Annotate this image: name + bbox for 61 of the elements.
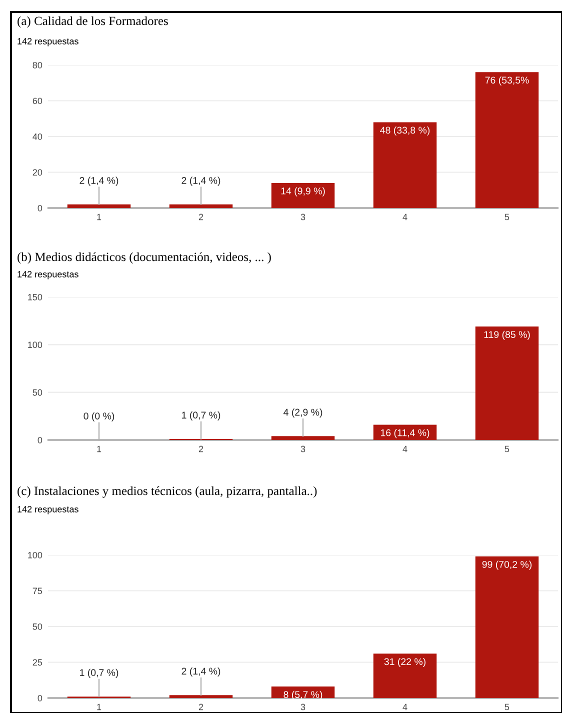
chart-title: (a) Calidad de los Formadores xyxy=(18,16,168,28)
x-tick-label: 2 xyxy=(198,704,204,710)
bar xyxy=(373,122,437,208)
x-tick-label: 2 xyxy=(198,446,204,452)
data-label: 2 (1,4 %) xyxy=(182,667,220,677)
y-tick-label: 0 xyxy=(38,694,42,702)
y-tick-label: 25 xyxy=(32,659,42,666)
y-tick-label: 40 xyxy=(32,133,42,140)
x-tick-label: 2 xyxy=(198,214,204,220)
x-tick-label: 1 xyxy=(97,446,102,452)
data-label: 119 (85 %) xyxy=(484,330,530,340)
data-label: 1 (0,7 %) xyxy=(80,668,118,678)
x-tick-label: 3 xyxy=(300,704,306,710)
y-tick-label: 60 xyxy=(32,98,42,104)
bar xyxy=(373,654,437,698)
data-label: 76 (53,5% xyxy=(485,76,529,86)
data-label: 2 (1,4 %) xyxy=(182,176,220,186)
data-label: 16 (11,4 %) xyxy=(380,429,430,438)
y-tick-label: 75 xyxy=(32,588,42,594)
bar xyxy=(271,436,335,440)
x-tick-label: 1 xyxy=(97,704,102,710)
bar xyxy=(475,72,539,208)
data-label: 31 (22 %) xyxy=(384,658,426,668)
y-tick-label: 0 xyxy=(38,436,42,444)
y-tick-label: 0 xyxy=(38,204,42,212)
bar xyxy=(373,424,437,440)
y-tick-label: 150 xyxy=(28,294,42,300)
y-tick-label: 50 xyxy=(32,623,42,630)
data-label: 2 (1,4 %) xyxy=(80,176,118,186)
bar xyxy=(67,204,131,208)
y-tick-label: 80 xyxy=(32,62,42,68)
data-label: 99 (70,2 %) xyxy=(482,560,532,570)
bar xyxy=(271,686,335,698)
x-tick-label: 5 xyxy=(504,704,510,710)
bar xyxy=(169,204,233,208)
bar xyxy=(475,556,539,698)
chart-title: (b) Medios didácticos (documentación, videos, ... ) xyxy=(18,252,271,264)
data-label: 48 (33,8 %) xyxy=(380,126,430,136)
data-label: 0 (0 %) xyxy=(84,412,114,422)
chart-title: (c) Instalaciones y medios técnicos (aula, pizarra, pantalla..) xyxy=(18,486,317,498)
x-tick-label: 4 xyxy=(402,214,408,220)
chart-subtitle: 142 respuestas xyxy=(18,271,78,280)
x-tick-label: 3 xyxy=(300,214,306,220)
data-label: 14 (9,9 %) xyxy=(281,187,325,196)
data-label: 1 (0,7 %) xyxy=(182,411,220,420)
x-tick-label: 4 xyxy=(402,446,408,452)
y-tick-label: 50 xyxy=(32,389,42,396)
x-tick-label: 3 xyxy=(300,446,306,452)
y-tick-label: 20 xyxy=(32,169,42,176)
x-tick-label: 4 xyxy=(402,704,408,710)
chart-subtitle: 142 respuestas xyxy=(18,506,78,514)
x-tick-label: 1 xyxy=(97,214,102,220)
bar xyxy=(271,182,335,208)
y-tick-label: 100 xyxy=(28,342,42,348)
data-label: 4 (2,9 %) xyxy=(284,408,322,418)
x-tick-label: 5 xyxy=(504,214,510,220)
chart-subtitle: 142 respuestas xyxy=(18,38,78,46)
x-tick-label: 5 xyxy=(504,446,510,452)
bar xyxy=(475,326,539,440)
y-tick-label: 100 xyxy=(28,552,42,558)
bar xyxy=(169,695,233,698)
